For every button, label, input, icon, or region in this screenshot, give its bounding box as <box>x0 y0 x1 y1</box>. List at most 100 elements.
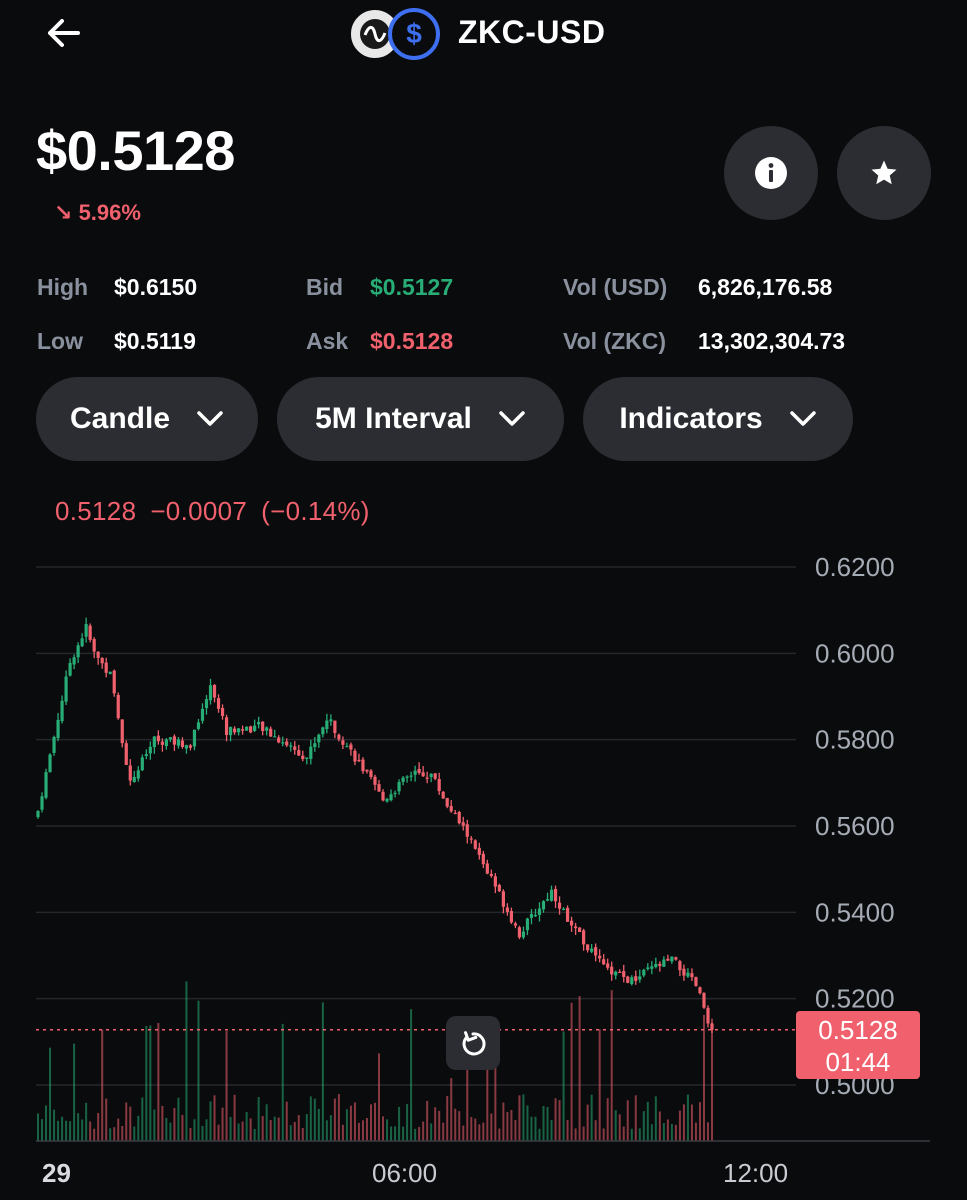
volume-bar <box>610 990 613 1141</box>
candle-body <box>156 735 160 742</box>
candle-body <box>289 745 293 747</box>
candle-body <box>413 770 417 775</box>
candle-body <box>116 694 120 719</box>
watchlist-button[interactable] <box>837 126 931 220</box>
candle-body <box>212 684 217 698</box>
candle-body <box>76 645 80 658</box>
candle-body <box>666 958 670 961</box>
volume-bar <box>711 1018 713 1141</box>
volume-bar <box>694 1122 697 1141</box>
volume-bar <box>209 1101 212 1141</box>
current-price: $0.5128 <box>36 119 235 182</box>
volume-bar <box>618 1114 621 1141</box>
volume-bar <box>494 1060 497 1141</box>
candle-body <box>249 726 253 733</box>
candle-body <box>236 728 241 733</box>
interval-label: 5M Interval <box>315 402 472 435</box>
info-button[interactable] <box>724 126 818 220</box>
candle-body <box>606 963 610 968</box>
price-tag-value: 0.5128 <box>818 1015 898 1045</box>
candle-body <box>582 930 586 945</box>
candle-body <box>525 918 530 931</box>
volume-bar <box>145 1026 148 1141</box>
candle-body <box>445 797 449 807</box>
candle-body <box>257 722 261 725</box>
vol-usd-value: 6,826,176.58 <box>698 274 833 300</box>
trend-down-icon: ↘ <box>54 200 73 225</box>
candle-body <box>96 651 100 658</box>
candle-body <box>473 840 477 849</box>
interval-dropdown[interactable]: 5M Interval <box>277 377 564 461</box>
candle-body <box>333 720 337 734</box>
candle-body <box>337 734 341 740</box>
candle-body <box>618 971 622 974</box>
candle-body <box>168 737 172 740</box>
candle-body <box>357 759 361 762</box>
volume-bar <box>197 1000 200 1141</box>
volume-bar <box>245 1111 248 1141</box>
candlestick-chart[interactable]: 0.62000.60000.58000.56000.54000.52000.50… <box>0 540 967 1160</box>
volume-bar <box>133 1126 136 1141</box>
volume-bar <box>602 1128 605 1141</box>
candle-body <box>60 700 64 722</box>
volume-bar <box>674 1124 677 1141</box>
candle-body <box>92 639 96 652</box>
candle-body <box>698 987 702 994</box>
volume-bar <box>189 1127 192 1141</box>
candle-body <box>317 734 321 743</box>
x-tick-0600: 06:00 <box>372 1158 438 1188</box>
volume-bar <box>261 1116 264 1141</box>
candle-body <box>40 796 44 810</box>
candle-body <box>529 914 534 918</box>
candle-body <box>630 977 634 985</box>
volume-bar <box>374 1102 376 1141</box>
volume-bar <box>321 1002 324 1141</box>
volume-bar <box>237 1123 240 1141</box>
volume-bar <box>269 1120 272 1141</box>
candle-body <box>160 741 164 745</box>
volume-bar <box>193 1119 196 1141</box>
candle-body <box>361 759 365 772</box>
candle-body <box>297 750 301 756</box>
candle-countdown: 01:44 <box>825 1047 891 1077</box>
candle-body <box>112 670 116 694</box>
volume-bar <box>466 1052 469 1141</box>
volume-bar <box>317 1108 320 1141</box>
candle-body <box>176 739 181 746</box>
volume-bar <box>309 1096 312 1141</box>
indicators-dropdown[interactable]: Indicators <box>583 377 853 461</box>
volume-bar <box>57 1120 60 1141</box>
volume-bar <box>434 1107 437 1141</box>
volume-bar <box>454 1108 457 1141</box>
candle-body <box>706 1007 710 1024</box>
candle-body <box>393 792 397 795</box>
candle-body <box>385 798 389 802</box>
chart-type-dropdown[interactable]: Candle <box>36 377 258 461</box>
volume-bar <box>546 1107 549 1141</box>
volume-bar <box>598 1029 601 1141</box>
volume-bar <box>422 1121 425 1141</box>
candle-body <box>457 811 461 824</box>
volume-bar <box>61 1116 64 1141</box>
back-button[interactable] <box>38 10 90 56</box>
volume-bar <box>582 1126 585 1141</box>
candle-body <box>634 976 638 981</box>
candle-body <box>261 721 265 731</box>
volume-bar <box>578 996 581 1141</box>
candle-body <box>36 810 40 818</box>
volume-bar <box>69 1121 72 1141</box>
candle-body <box>329 719 333 722</box>
volume-bar <box>626 1100 629 1141</box>
volume-bar <box>414 1128 417 1141</box>
candle-body <box>433 773 437 779</box>
ask-value: $0.5128 <box>370 328 454 354</box>
volume-bar <box>285 1101 288 1141</box>
candle-body <box>557 902 562 909</box>
volume-bar <box>386 1119 389 1141</box>
reset-zoom-button[interactable] <box>446 1016 500 1070</box>
volume-bar <box>402 1126 405 1141</box>
volume-bar <box>49 1047 52 1141</box>
high-label: High <box>37 274 89 300</box>
indicators-label: Indicators <box>619 402 763 435</box>
price-change: ↘ 5.96% <box>54 200 141 226</box>
